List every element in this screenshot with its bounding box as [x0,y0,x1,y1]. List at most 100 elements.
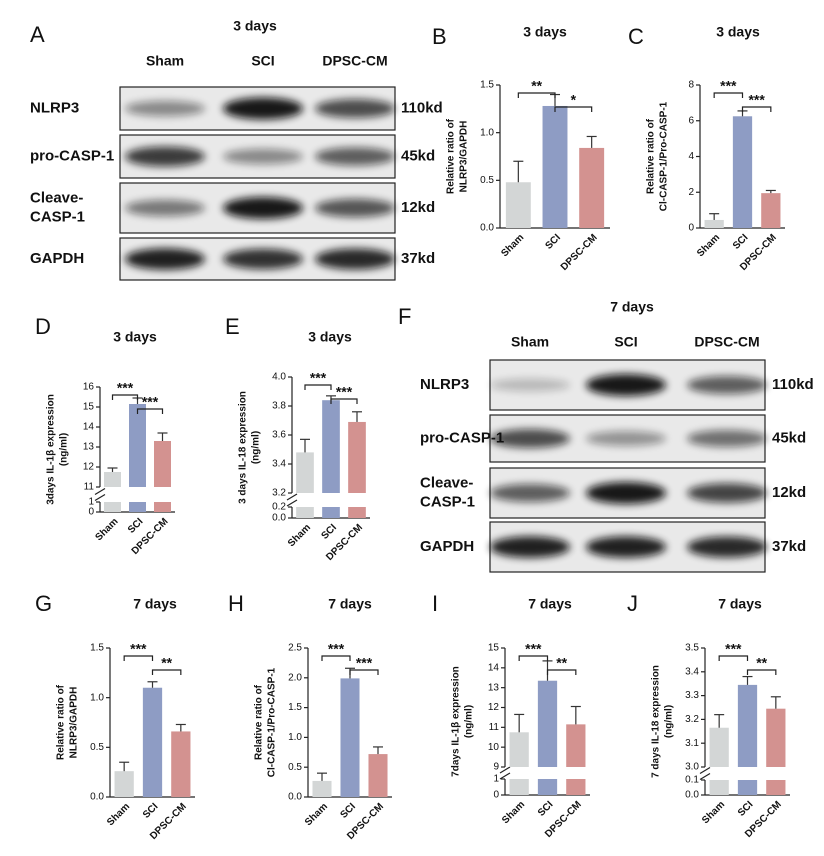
lane-label: SCI [614,334,637,350]
y-tick-label: 11 [489,722,500,733]
lane-label: DPSC-CM [694,334,759,350]
y-tick-label: 0.0 [272,513,286,524]
blot-band [223,148,303,165]
chart-title: 3 days [113,329,157,345]
blot-band [586,482,666,504]
bar [537,779,558,795]
bar [566,779,586,795]
y-tick-label: 2.0 [288,672,302,683]
y-axis-label: Relative ratio of [446,118,457,194]
size-label: 45kd [772,429,806,446]
blot-band [223,197,303,219]
significance-bracket [136,408,164,414]
row-label: Cleave- [420,474,473,491]
size-label: 12kd [772,484,806,501]
y-axis-label: Cl-CASP-1/Pro-CASP-1 [659,101,670,211]
significance-label: *** [142,394,159,410]
chart-title: 3 days [308,329,352,345]
bar [509,779,529,795]
blot-band [586,431,666,446]
y-tick-label: 3.2 [685,714,699,725]
size-label: 110kd [401,99,443,116]
lane-label: SCI [251,53,274,69]
row-label: NLRP3 [30,99,79,116]
panel-letter: F [398,304,411,329]
axis-break [286,493,298,501]
significance-label: ** [756,655,767,671]
bar [579,147,605,228]
row-label: CASP-1 [30,208,85,225]
bar [709,727,729,767]
blot-band [490,429,570,448]
y-tick-label: 6 [688,115,694,126]
significance-bracket [304,384,332,390]
y-tick-label: 3.2 [272,488,286,499]
chart-title: 7 days [328,596,372,612]
bar [766,780,786,795]
significance-bracket [718,655,749,661]
blot-title: 3 days [233,18,277,34]
chart-title: 3 days [716,24,760,40]
y-tick-label: 1.0 [90,692,104,703]
y-tick-label: 0.0 [288,792,302,803]
blot-band [315,147,395,166]
bar [114,771,134,797]
chart-title: 3 days [523,24,567,40]
significance-bracket [330,398,358,404]
y-tick-label: 0 [493,790,499,801]
y-axis-label: (ng/ml) [251,431,262,464]
axis-break [699,766,711,775]
y-tick-label: 1.0 [480,127,494,138]
bar [104,472,121,487]
y-axis-label: Relative ratio of [56,684,67,760]
blot-band [223,97,303,120]
bar [348,507,366,518]
bar [340,678,360,797]
blot-title: 7 days [610,299,654,315]
significance-label: ** [161,655,172,671]
y-tick-label: 15 [83,402,95,413]
blot-band [490,536,570,558]
significance-label: *** [328,641,345,657]
blot-band [490,484,570,502]
significance-label: *** [336,384,353,400]
blot-band [315,99,395,118]
y-tick-label: 3.4 [685,666,699,677]
significance-bracket [713,92,744,98]
panel-letter: I [432,591,438,616]
axis-break [699,772,711,781]
y-tick-label: 9 [493,762,499,773]
y-tick-label: 0.0 [90,792,104,803]
significance-bracket [111,394,139,400]
panel-letter: D [35,314,51,339]
significance-bracket [741,106,772,112]
y-tick-label: 3.6 [272,430,286,441]
significance-bracket [517,92,556,98]
bar [505,182,531,228]
significance-bracket [518,655,549,661]
significance-bracket [746,669,777,675]
y-axis-label: NLRP3/GAPDH [69,687,80,759]
significance-label: ** [531,78,542,94]
y-tick-label: 13 [83,442,95,453]
y-axis-label: Relative ratio of [646,118,657,194]
blot-band [315,248,395,270]
significance-label: *** [725,641,742,657]
bar [737,780,758,795]
bar [296,507,314,518]
lane-label: Sham [511,334,549,350]
significance-bracket [151,669,182,675]
significance-label: *** [720,78,737,94]
y-tick-label: 1.5 [480,80,494,91]
significance-label: *** [130,641,147,657]
y-axis-label: (ng/ml) [59,433,70,466]
y-tick-label: 1 [88,497,94,508]
y-tick-label: 0 [88,507,94,518]
y-axis-label: 7 days IL-18 expression [651,665,662,778]
bar [537,680,558,767]
bar [322,400,340,493]
bar [509,732,529,767]
panel-letter: C [628,24,644,49]
significance-label: *** [117,380,134,396]
